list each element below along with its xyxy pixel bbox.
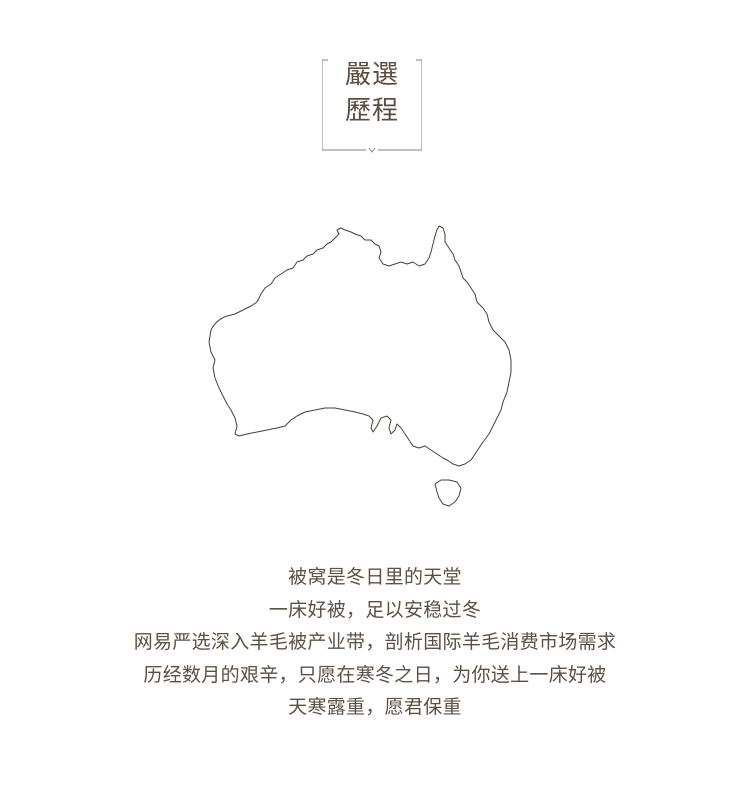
tasmania-outline xyxy=(434,479,462,507)
copy-line-4: 历经数月的艰辛，只愿在寒冬之日，为你送上一床好被 xyxy=(143,663,607,686)
copy-line-5: 天寒露重，愿君保重 xyxy=(288,696,462,718)
copy-line-3: 网易严选深入羊毛被产业带，剖析国际羊毛消费市场需求 xyxy=(133,631,617,653)
section-title-badge: 嚴選 歷程 xyxy=(322,50,422,154)
badge-frame xyxy=(322,59,422,153)
intro-copy: 被窝是冬日里的天堂 一床好被，足以安稳过冬 网易严选深入羊毛被产业带，剖析国际羊… xyxy=(0,561,750,724)
copy-line-2: 一床好被，足以安稳过冬 xyxy=(268,598,482,621)
mainland-outline xyxy=(208,225,512,467)
badge-title-line-2: 歷程 xyxy=(344,96,399,126)
badge-title-line-1: 嚴選 xyxy=(344,60,399,90)
copy-line-1: 被窝是冬日里的天堂 xyxy=(288,566,462,588)
australia-map-icon xyxy=(205,222,525,512)
